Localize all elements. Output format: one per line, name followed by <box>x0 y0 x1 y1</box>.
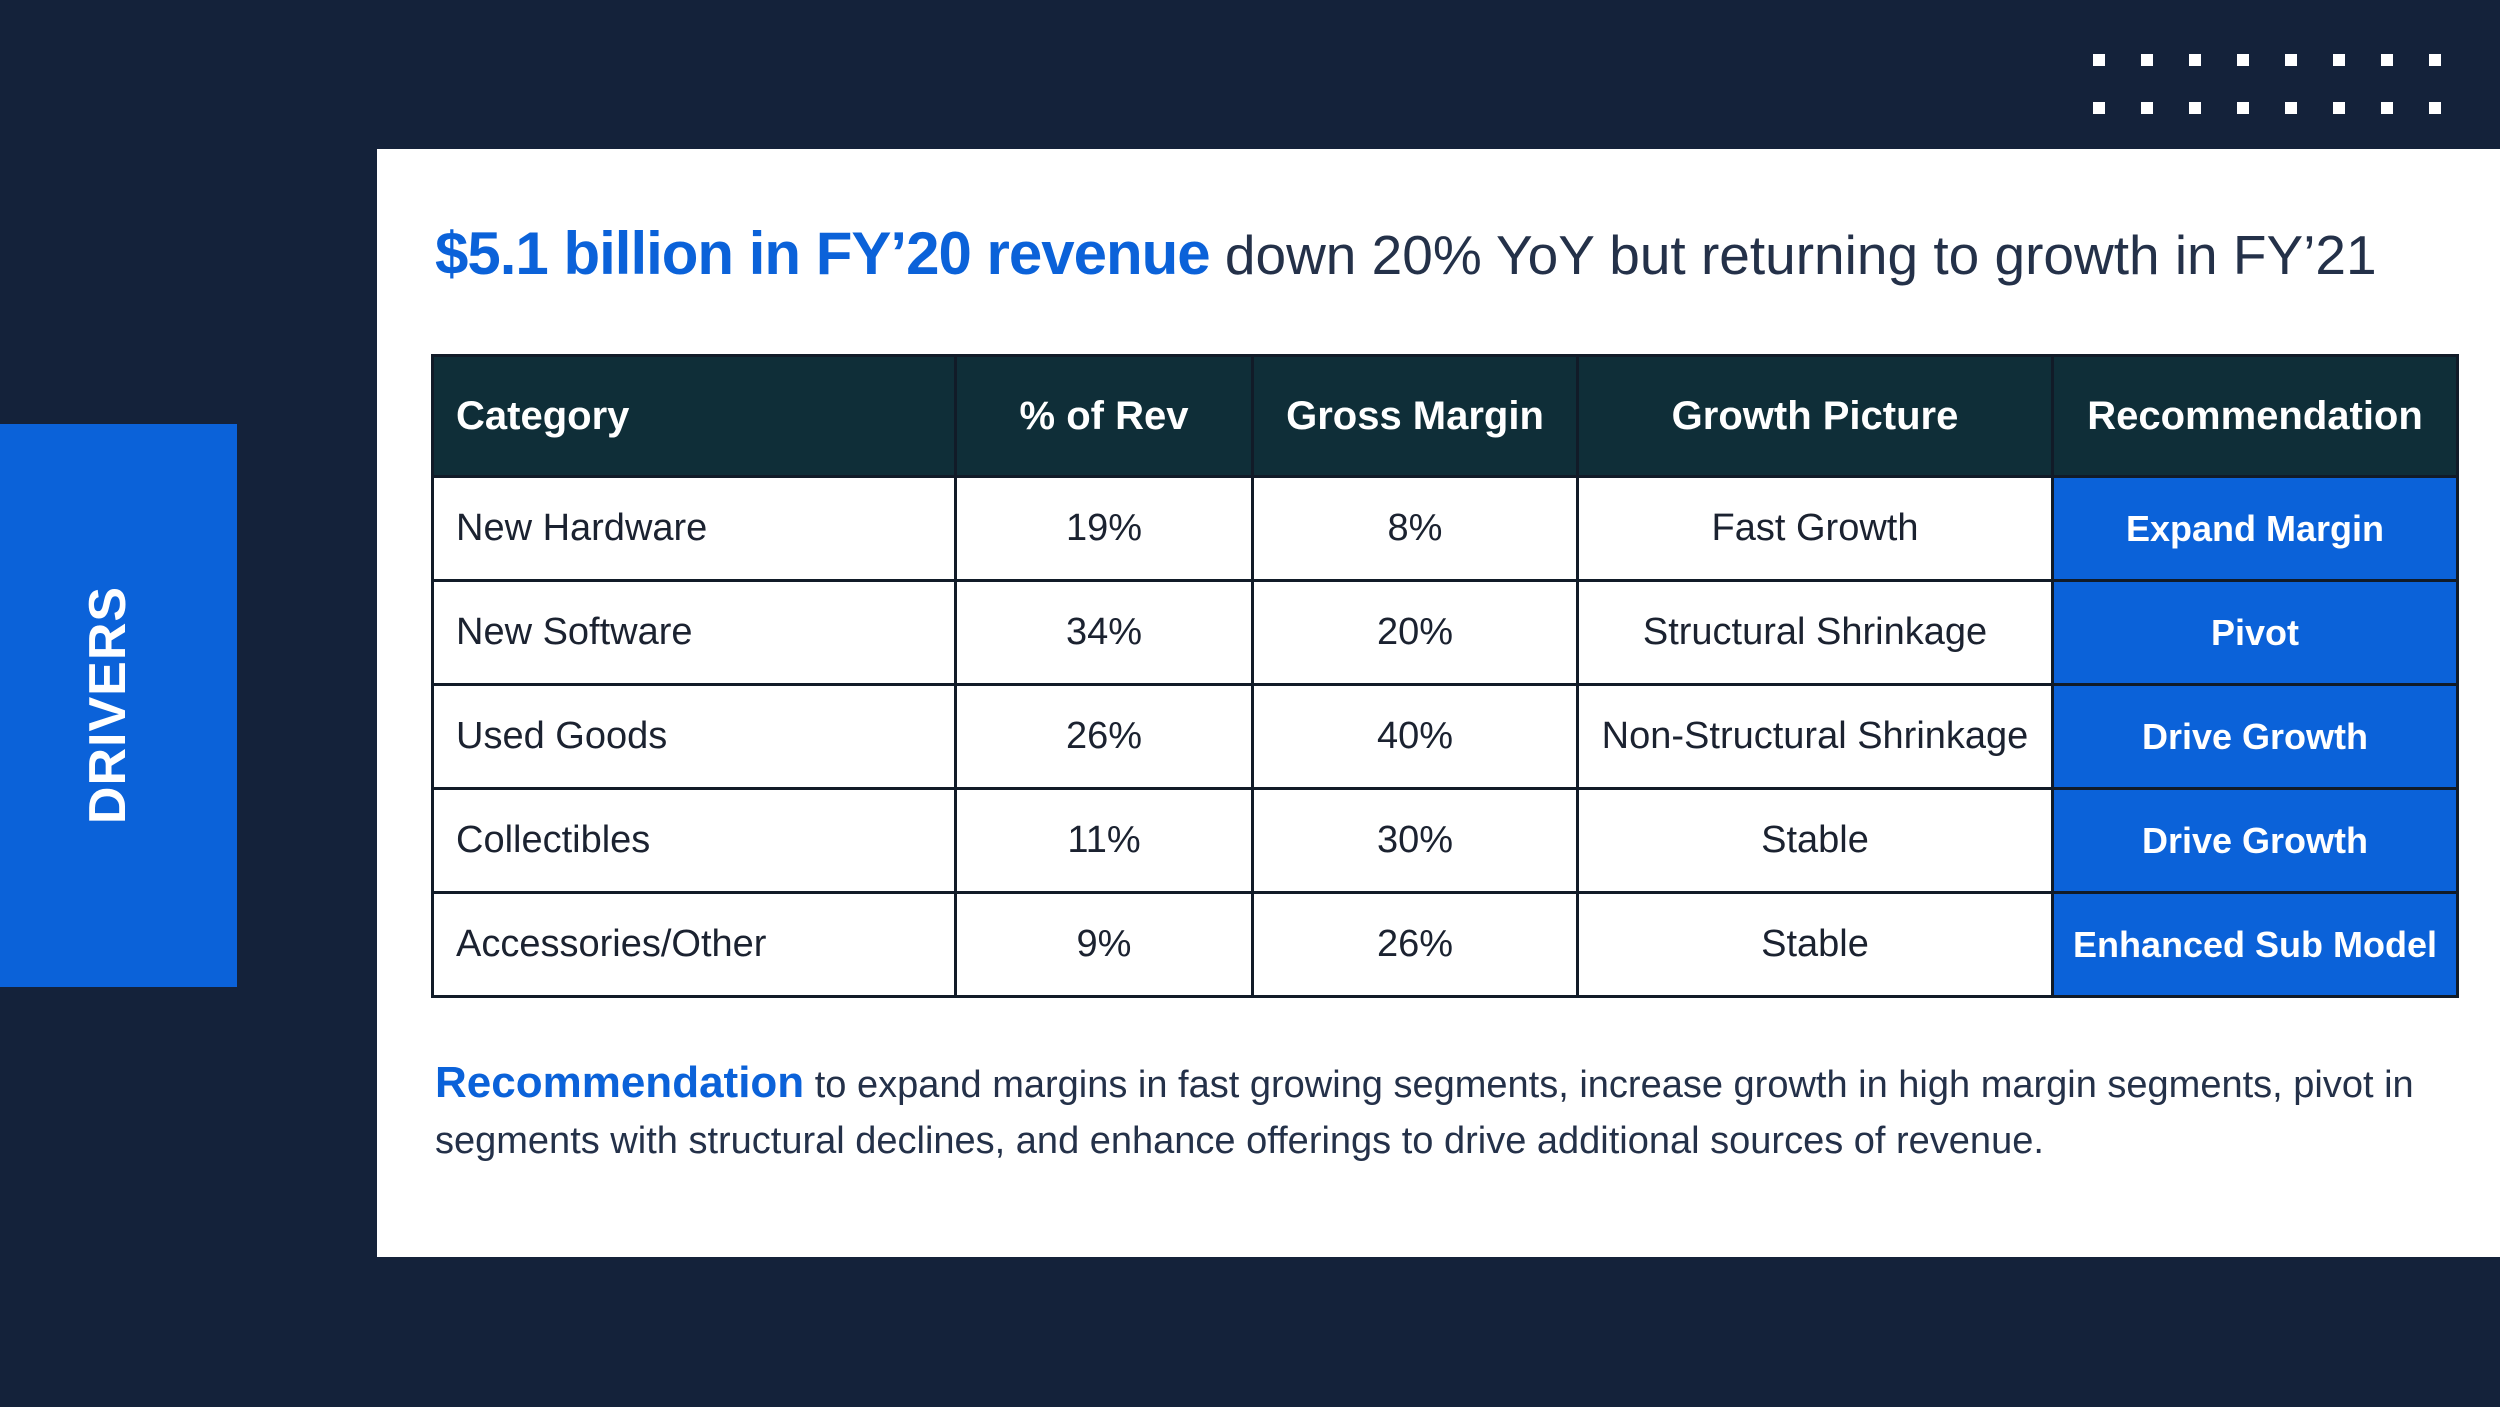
dot <box>2189 102 2201 114</box>
dot <box>2141 54 2153 66</box>
table-header-row: Category % of Rev Gross Margin Growth Pi… <box>431 354 2459 478</box>
cell-gross-margin: 8% <box>1251 475 1579 582</box>
slide-headline: $5.1 billion in FY’20 revenue down 20% Y… <box>435 214 2475 295</box>
dot <box>2237 54 2249 66</box>
cell-gross-margin: 20% <box>1251 579 1579 686</box>
cell-recommendation: Drive Growth <box>2051 787 2459 894</box>
recommendation-paragraph: Recommendation to expand margins in fast… <box>435 1055 2445 1169</box>
table-row: Collectibles 11% 30% Stable Drive Growth <box>431 787 2459 894</box>
dot <box>2429 102 2441 114</box>
header-category: Category <box>431 354 957 478</box>
header-growth-picture: Growth Picture <box>1576 354 2054 478</box>
cell-recommendation: Expand Margin <box>2051 475 2459 582</box>
cell-growth-picture: Fast Growth <box>1576 475 2054 582</box>
cell-pct-rev: 9% <box>954 891 1254 998</box>
cell-recommendation: Pivot <box>2051 579 2459 686</box>
cell-category: Accessories/Other <box>431 891 957 998</box>
cell-gross-margin: 26% <box>1251 891 1579 998</box>
header-pct-rev: % of Rev <box>954 354 1254 478</box>
dot <box>2141 102 2153 114</box>
cell-category: Used Goods <box>431 683 957 790</box>
cell-pct-rev: 34% <box>954 579 1254 686</box>
segment-table: Category % of Rev Gross Margin Growth Pi… <box>431 354 2459 998</box>
cell-recommendation: Drive Growth <box>2051 683 2459 790</box>
header-recommendation: Recommendation <box>2051 354 2459 478</box>
headline-rest: down 20% YoY but returning to growth in … <box>1209 224 2377 286</box>
cell-pct-rev: 26% <box>954 683 1254 790</box>
header-gross-margin: Gross Margin <box>1251 354 1579 478</box>
table-row: Accessories/Other 9% 26% Stable Enhanced… <box>431 891 2459 998</box>
table-row: New Software 34% 20% Structural Shrinkag… <box>431 579 2459 686</box>
dot <box>2333 102 2345 114</box>
section-tab-label: DRIVERS <box>79 585 137 825</box>
cell-gross-margin: 30% <box>1251 787 1579 894</box>
table-row: Used Goods 26% 40% Non-Structural Shrink… <box>431 683 2459 790</box>
dot <box>2381 102 2393 114</box>
cell-growth-picture: Structural Shrinkage <box>1576 579 2054 686</box>
cell-growth-picture: Stable <box>1576 891 2054 998</box>
cell-growth-picture: Stable <box>1576 787 2054 894</box>
headline-highlight: $5.1 billion in FY’20 revenue <box>435 220 1211 287</box>
cell-pct-rev: 11% <box>954 787 1254 894</box>
recommendation-text: to expand margins in fast growing segmen… <box>435 1064 2414 1162</box>
dot <box>2381 54 2393 66</box>
dot <box>2093 54 2105 66</box>
dot <box>2285 102 2297 114</box>
cell-category: Collectibles <box>431 787 957 894</box>
cell-category: New Software <box>431 579 957 686</box>
table-row: New Hardware 19% 8% Fast Growth Expand M… <box>431 475 2459 582</box>
content-card: $5.1 billion in FY’20 revenue down 20% Y… <box>377 149 2500 1257</box>
cell-category: New Hardware <box>431 475 957 582</box>
recommendation-lead: Recommendation <box>435 1058 805 1107</box>
dot <box>2333 54 2345 66</box>
cell-pct-rev: 19% <box>954 475 1254 582</box>
cell-recommendation: Enhanced Sub Model <box>2051 891 2459 998</box>
dot <box>2093 102 2105 114</box>
dot <box>2429 54 2441 66</box>
dot <box>2237 102 2249 114</box>
cell-growth-picture: Non-Structural Shrinkage <box>1576 683 2054 790</box>
cell-gross-margin: 40% <box>1251 683 1579 790</box>
dot <box>2189 54 2201 66</box>
section-tab <box>0 424 237 987</box>
dot <box>2285 54 2297 66</box>
dot-grid-decoration <box>2093 54 2445 118</box>
